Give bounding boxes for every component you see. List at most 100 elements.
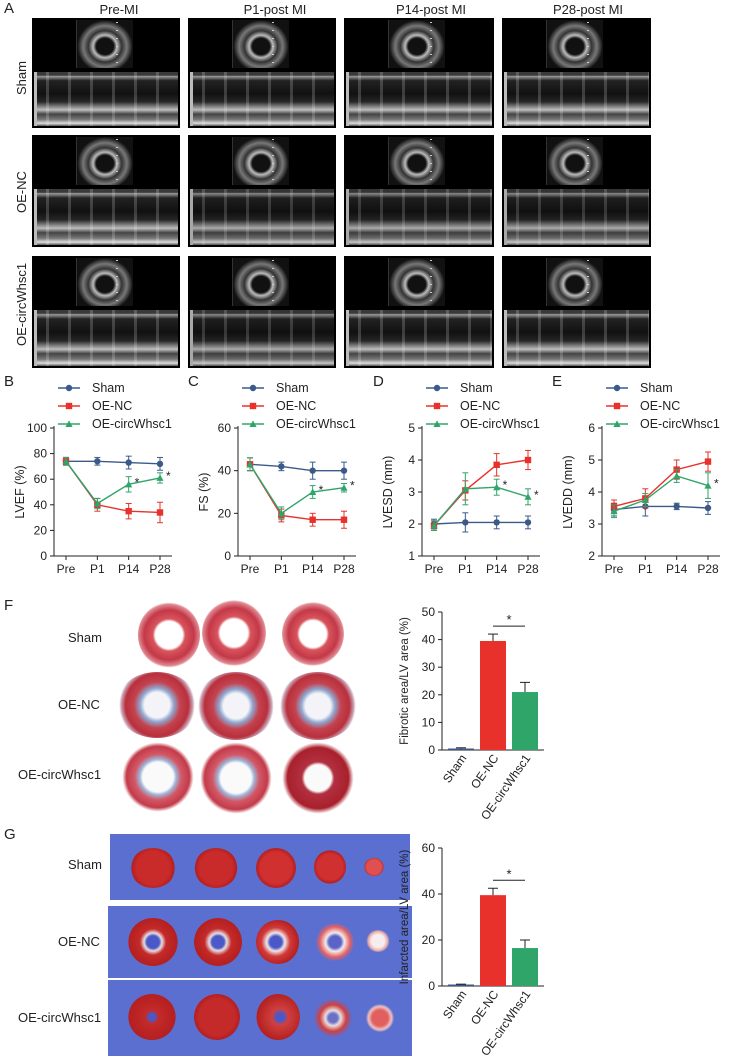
marker-triangle bbox=[340, 484, 348, 491]
marker-triangle bbox=[277, 509, 285, 517]
marker-circle bbox=[309, 467, 316, 474]
marker-circle bbox=[156, 460, 164, 468]
echo-image bbox=[188, 18, 336, 128]
marker-circle bbox=[65, 384, 73, 392]
legend-label: OE-circWhsc1 bbox=[460, 417, 540, 431]
bar bbox=[448, 748, 474, 750]
legend-label: OE-circWhsc1 bbox=[276, 417, 356, 431]
series-line bbox=[433, 521, 528, 525]
masson-heart bbox=[196, 672, 276, 740]
marker-square bbox=[613, 402, 621, 410]
y-axis-label: LVESD (mm) bbox=[381, 456, 395, 529]
marker-square bbox=[524, 456, 532, 464]
y-tick-label: 100 bbox=[27, 421, 47, 435]
marker-circle bbox=[94, 458, 101, 465]
echo-image bbox=[502, 256, 651, 368]
echo-row-sham: Sham bbox=[14, 61, 29, 95]
y-tick-label: 20 bbox=[422, 933, 436, 947]
y-tick-label: 20 bbox=[218, 506, 232, 520]
y-axis-label: LVEF (%) bbox=[13, 465, 27, 518]
bar bbox=[512, 692, 538, 750]
echo-col-p28: P28-post MI bbox=[552, 2, 624, 17]
marker-triangle bbox=[461, 485, 469, 492]
marker-circle bbox=[433, 384, 441, 392]
echo-image bbox=[344, 135, 494, 247]
ttc-slice bbox=[194, 994, 240, 1040]
y-tick-label: 4 bbox=[408, 453, 415, 467]
bar bbox=[448, 984, 474, 986]
marker-triangle bbox=[704, 482, 712, 489]
ttc-background bbox=[110, 834, 410, 900]
series-line bbox=[613, 460, 709, 508]
panel-label-c: C bbox=[188, 373, 199, 390]
echo-col-p14: P14-post MI bbox=[395, 2, 467, 17]
ttc-slice bbox=[364, 858, 384, 876]
marker-triangle bbox=[249, 420, 257, 427]
echo-image bbox=[32, 135, 180, 247]
x-tick-label: P1 bbox=[274, 562, 289, 576]
marker-circle bbox=[704, 504, 712, 512]
chart-lvef: Sham OE-NC OE-circWhsc1 0 20 40 60 80 100 Pre P1 P1… bbox=[13, 381, 172, 576]
y-tick-label: 40 bbox=[218, 464, 232, 478]
bar bbox=[512, 948, 538, 986]
masson-heart bbox=[282, 742, 354, 814]
series-line bbox=[249, 463, 344, 472]
x-tick-label: P14 bbox=[666, 562, 688, 576]
y-tick-label: 60 bbox=[218, 421, 232, 435]
marker-square bbox=[340, 516, 348, 523]
y-tick-label: 2 bbox=[408, 517, 415, 531]
x-tick-label: P1 bbox=[458, 562, 473, 576]
significance-star: * bbox=[503, 478, 508, 492]
significance-star: * bbox=[506, 612, 511, 627]
chart-lvesd: Sham OE-NC OE-circWhsc1 1 2 3 4 5 Pre P1 P14 P28 LVE… bbox=[381, 381, 540, 576]
chart-fibrotic-area: 0 10 20 30 40 50 Fibrotic area/LV area (%) Sham… bbox=[399, 605, 544, 822]
significance-star: * bbox=[135, 475, 140, 489]
echo-image bbox=[502, 18, 651, 128]
marker-triangle bbox=[65, 420, 73, 427]
ttc-background bbox=[108, 980, 412, 1056]
x-tick-label: Sham bbox=[440, 752, 469, 786]
chart-fs: Sham OE-NC OE-circWhsc1 0 20 40 60 Pre P1 P14 P28 F… bbox=[197, 381, 356, 576]
marker-square bbox=[704, 458, 712, 465]
y-tick-label: 30 bbox=[422, 660, 436, 674]
marker-triangle bbox=[493, 483, 501, 491]
ttc-slice bbox=[366, 930, 390, 952]
marker-triangle bbox=[610, 507, 618, 515]
legend-label: OE-NC bbox=[640, 399, 680, 413]
y-tick-label: 0 bbox=[224, 549, 231, 563]
panel-label-b: B bbox=[4, 373, 15, 390]
ttc-slice bbox=[366, 1004, 394, 1032]
masson-heart bbox=[200, 742, 272, 814]
series-line bbox=[65, 460, 161, 505]
y-tick-label: 4 bbox=[588, 485, 595, 499]
marker-circle bbox=[493, 519, 500, 526]
series-line bbox=[65, 460, 161, 514]
marker-triangle bbox=[156, 474, 164, 481]
ttc-slice bbox=[314, 850, 346, 884]
marker-circle bbox=[278, 463, 285, 470]
y-tick-label: 40 bbox=[34, 498, 48, 512]
legend-label: OE-circWhsc1 bbox=[640, 417, 720, 431]
echo-col-p1: P1-post MI bbox=[243, 2, 307, 17]
x-tick-label: P14 bbox=[118, 562, 140, 576]
masson-heart bbox=[116, 672, 198, 738]
x-tick-label: Pre bbox=[605, 562, 624, 576]
significance-star: * bbox=[714, 477, 719, 491]
panel-label-g: G bbox=[4, 826, 16, 843]
marker-square bbox=[125, 508, 132, 515]
y-axis-label: FS (%) bbox=[197, 473, 211, 512]
chart-infarcted-area: 0 20 40 60 Infarcted area/LV area (%) ShamOE-… bbox=[399, 841, 544, 1059]
echo-image bbox=[188, 135, 336, 247]
x-tick-label: P28 bbox=[697, 562, 719, 576]
legend-label: OE-NC bbox=[276, 399, 316, 413]
y-tick-label: 50 bbox=[422, 605, 436, 619]
significance-star: * bbox=[506, 866, 511, 881]
y-tick-label: 0 bbox=[428, 743, 435, 757]
marker-triangle bbox=[613, 420, 621, 427]
y-tick-label: 5 bbox=[408, 421, 415, 435]
masson-heart bbox=[202, 600, 266, 666]
marker-square bbox=[309, 516, 316, 523]
y-axis-label: LVEDD (mm) bbox=[561, 455, 575, 528]
x-tick-label: OE-NC bbox=[468, 751, 502, 791]
panel-label-a: A bbox=[4, 0, 15, 17]
